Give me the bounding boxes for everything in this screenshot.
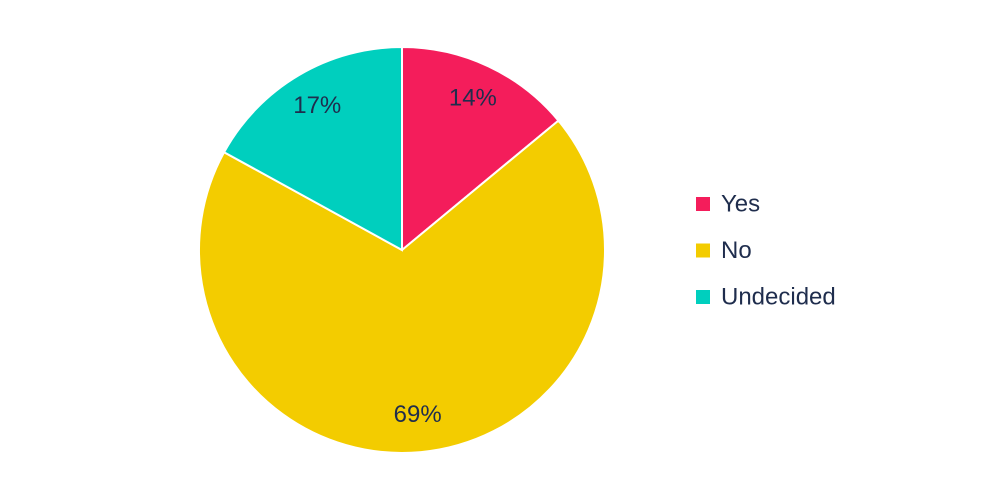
value-label: 14%	[449, 85, 497, 112]
legend-swatch	[696, 243, 710, 258]
pie-slice	[222, 45, 403, 252]
legend-label: No	[721, 237, 752, 264]
value-label: 69%	[394, 401, 442, 428]
pie-slice	[401, 45, 560, 253]
legend-label: Yes	[721, 190, 760, 217]
legend-label: Undecided	[721, 283, 836, 310]
legend-swatch	[696, 197, 710, 211]
pie-slice	[198, 119, 606, 454]
value-label: 17%	[293, 92, 341, 119]
legend-swatch	[696, 290, 710, 304]
